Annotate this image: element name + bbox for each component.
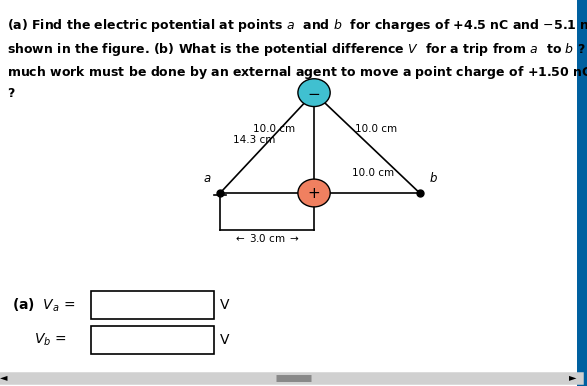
Text: $b$: $b$	[429, 171, 438, 185]
Text: much work must be done by an external agent to move a point charge of +1.50 nC f: much work must be done by an external ag…	[7, 64, 587, 81]
Text: shown in the figure. (b) What is the potential difference $\mathit{V}$  for a tr: shown in the figure. (b) What is the pot…	[7, 41, 587, 58]
Text: $\leftarrow$ 3.0 cm $\rightarrow$: $\leftarrow$ 3.0 cm $\rightarrow$	[234, 232, 301, 244]
Ellipse shape	[298, 79, 330, 107]
Text: $\mathbf{(a)}$  $V_a$ =: $\mathbf{(a)}$ $V_a$ =	[12, 296, 75, 314]
Text: V: V	[220, 298, 230, 312]
Text: ►: ►	[569, 372, 576, 383]
Text: 10.0 cm: 10.0 cm	[352, 168, 394, 178]
Text: 14.3 cm: 14.3 cm	[233, 135, 275, 145]
Text: $-$: $-$	[308, 85, 321, 100]
Text: ?: ?	[7, 87, 15, 100]
Text: $+$: $+$	[308, 186, 321, 200]
Text: 10.0 cm: 10.0 cm	[253, 124, 295, 134]
Ellipse shape	[298, 179, 330, 207]
FancyBboxPatch shape	[91, 291, 214, 319]
Text: V: V	[220, 333, 230, 347]
Text: $a$: $a$	[203, 172, 211, 185]
Text: (a) Find the electric potential at points $a$  and $b$  for charges of +4.5 nC a: (a) Find the electric potential at point…	[7, 17, 587, 34]
FancyBboxPatch shape	[577, 0, 587, 386]
Text: 10.0 cm: 10.0 cm	[355, 124, 397, 134]
Text: $V_b$ =: $V_b$ =	[34, 332, 67, 348]
FancyBboxPatch shape	[91, 326, 214, 354]
Text: ◄: ◄	[0, 372, 7, 383]
